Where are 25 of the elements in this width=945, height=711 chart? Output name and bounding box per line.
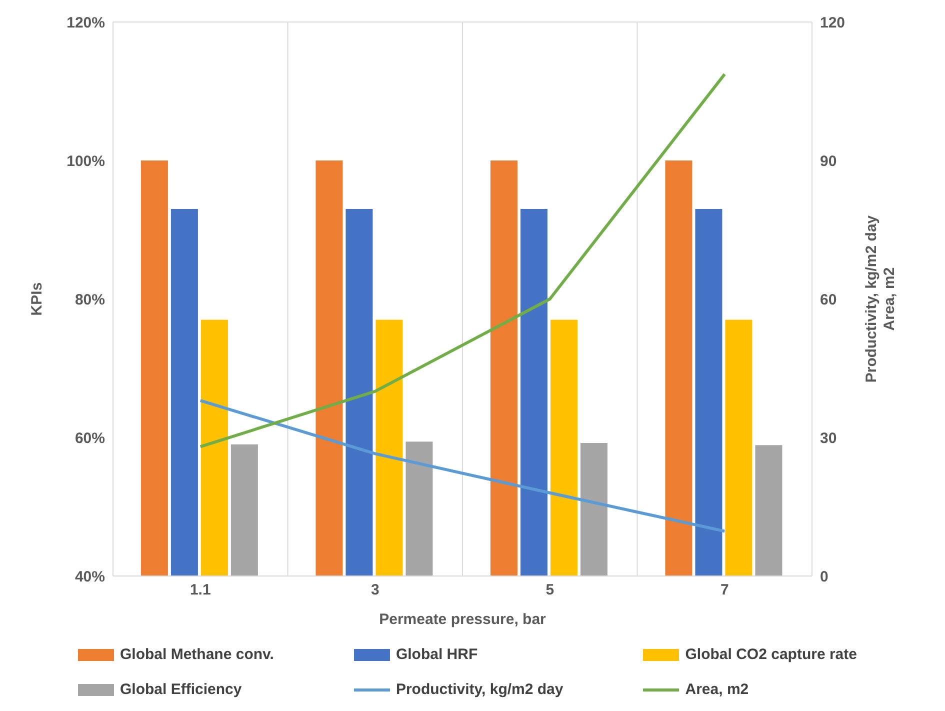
line-series — [198, 72, 726, 448]
x-tick-label: 1.1 — [190, 582, 211, 599]
y-tick-label: 60% — [74, 430, 105, 447]
x-tick-label: 7 — [720, 582, 729, 599]
legend-label: Global Methane conv. — [120, 646, 274, 663]
legend-label: Productivity, kg/m2 day — [396, 681, 564, 698]
y2-axis-title: Productivity, kg/m2 day Area, m2 — [863, 214, 898, 383]
legend-label: Area, m2 — [685, 681, 749, 698]
y-tick-label: 40% — [74, 568, 105, 586]
y2-tick-label: 60 — [820, 291, 837, 308]
x-tick-label: 5 — [546, 582, 554, 599]
x-tick-label: 3 — [370, 582, 380, 599]
legend-label: Global CO2 capture rate — [685, 646, 857, 663]
line-series — [198, 399, 726, 533]
y-tick-label: 100% — [66, 152, 105, 170]
y2-tick-label: 30 — [820, 430, 837, 447]
y-axis-title: KPIs — [28, 282, 46, 316]
legend-label: Global HRF — [396, 646, 478, 663]
y2-tick-label: 90 — [820, 152, 837, 170]
y-tick-label: 80% — [74, 291, 105, 308]
x-axis-title: Permeate pressure, bar — [379, 611, 546, 628]
y2-tick-label: 120 — [820, 14, 846, 32]
y-tick-label: 120% — [66, 14, 105, 32]
legend-label: Global Efficiency — [120, 681, 242, 698]
y2-tick-label: 0 — [820, 568, 828, 586]
